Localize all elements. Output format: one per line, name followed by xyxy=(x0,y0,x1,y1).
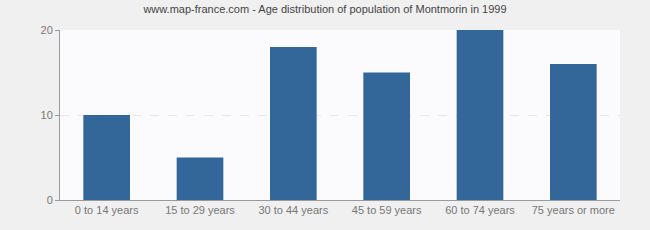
svg-text:30 to 44 years: 30 to 44 years xyxy=(258,204,328,216)
svg-text:45 to 59 years: 45 to 59 years xyxy=(352,204,422,216)
svg-text:0: 0 xyxy=(47,194,53,206)
svg-text:75 years or more: 75 years or more xyxy=(532,204,615,216)
svg-text:10: 10 xyxy=(41,109,53,121)
svg-text:60 to 74 years: 60 to 74 years xyxy=(445,204,515,216)
svg-text:20: 20 xyxy=(41,24,53,36)
svg-text:15 to 29 years: 15 to 29 years xyxy=(165,204,235,216)
svg-text:www.map-france.com - Age distr: www.map-france.com - Age distribution of… xyxy=(142,3,506,15)
svg-text:0 to 14 years: 0 to 14 years xyxy=(75,204,139,216)
